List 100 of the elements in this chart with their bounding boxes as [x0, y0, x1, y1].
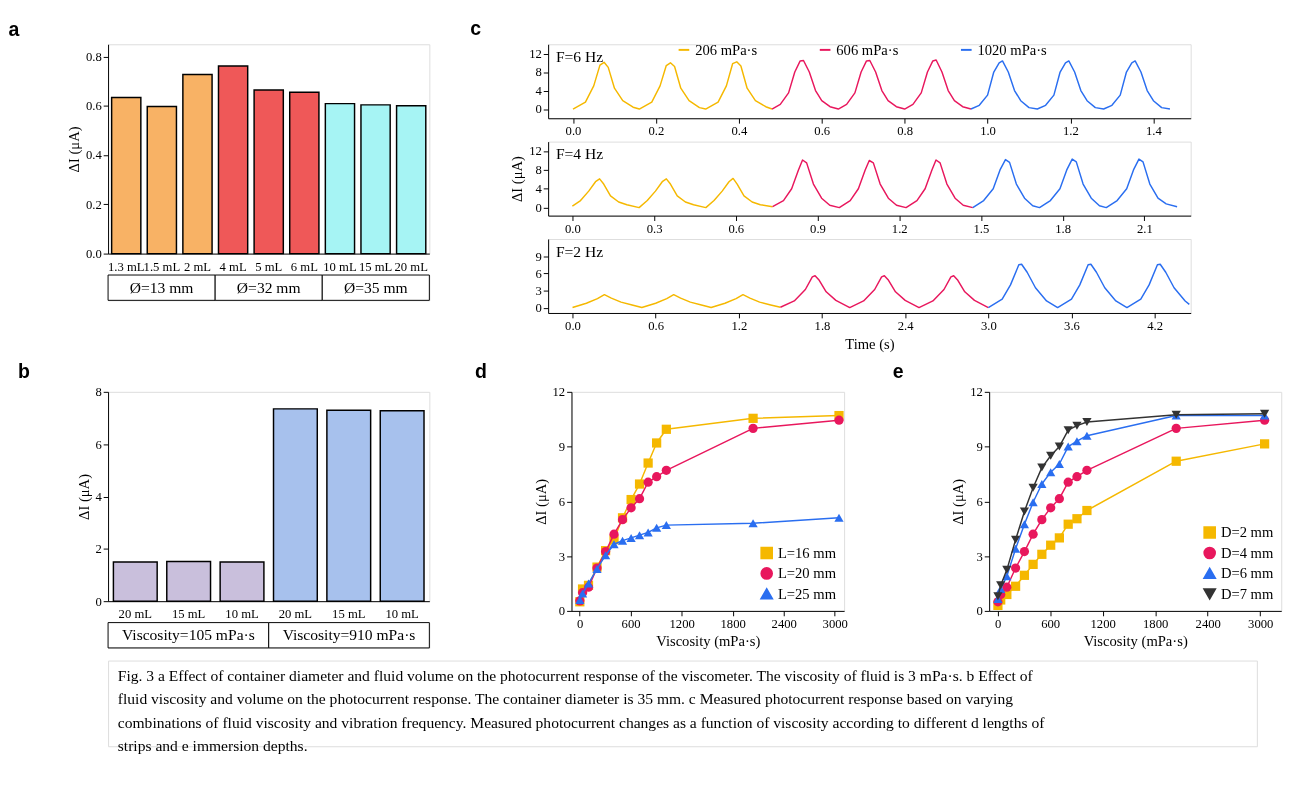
y-tick-label: 4 [535, 182, 543, 197]
y-tick-label: 8 [95, 385, 102, 400]
point [1082, 465, 1092, 475]
point [1002, 582, 1012, 592]
y-tick-label: 8 [535, 163, 542, 178]
y-tick-label: 0.4 [85, 148, 103, 163]
text: Viscosity=910 mPa·s [282, 626, 416, 644]
x-tick-label: 20 mL [394, 259, 428, 274]
x-tick-label: 0.6 [814, 124, 831, 139]
x-tick-label: 1.5 mL [143, 259, 181, 274]
y-axis-title: ΔI (μA) [75, 473, 93, 520]
line-series [779, 274, 990, 309]
point [1037, 480, 1047, 489]
x-tick-label: 2 mL [183, 259, 211, 274]
point [1171, 423, 1181, 433]
point [1028, 498, 1038, 507]
point [643, 477, 653, 487]
point [652, 472, 662, 482]
y-tick-label: 6 [558, 494, 566, 509]
y-tick-label: 2 [95, 542, 102, 557]
y-tick-label: 8 [535, 65, 542, 80]
point [1019, 546, 1030, 557]
x-tick-label: 2400 [1195, 616, 1221, 631]
y-tick-label: 9 [558, 440, 566, 454]
line-series [972, 158, 1178, 209]
x-tick-label: 3000 [1248, 616, 1274, 631]
point [1028, 559, 1038, 569]
point [609, 529, 619, 539]
y-axis-title: ΔI (μA) [950, 478, 968, 525]
point [1046, 468, 1056, 477]
x-tick-label: 1.5 [973, 221, 990, 236]
legend-label: D=7 mm [1220, 585, 1274, 602]
text: Ø=13 mm [129, 278, 194, 296]
y-axis-title: ΔI (μA) [509, 156, 527, 203]
y-tick-label: 6 [535, 266, 542, 281]
y-tick-label: 9 [976, 440, 983, 454]
point [634, 494, 645, 504]
point [834, 415, 844, 425]
y-tick-label: 6 [95, 437, 102, 452]
point [600, 551, 611, 560]
chart-title: e [892, 360, 904, 383]
point [1072, 437, 1082, 446]
x-tick-label: 0 [994, 616, 1002, 631]
y-tick-label: 0.6 [85, 99, 102, 114]
x-tick-label: 15 mL [332, 607, 366, 622]
y-tick-label: 0.0 [85, 246, 102, 261]
point [661, 465, 671, 475]
x-tick-label: 20 mL [278, 607, 313, 622]
y-tick-label: 0 [535, 201, 542, 216]
point [748, 413, 758, 423]
point [1054, 494, 1064, 504]
point [1046, 503, 1056, 513]
point [1082, 417, 1092, 426]
y-tick-label: 0.2 [85, 197, 102, 212]
y-tick-label: 3 [558, 549, 566, 564]
point [1019, 570, 1030, 580]
text: Ø=35 mm [343, 278, 408, 296]
x-tick-label: 3000 [822, 616, 848, 631]
point [1171, 456, 1181, 466]
point [1019, 507, 1030, 516]
y-tick-label: 6 [976, 494, 983, 509]
y-tick-label: 0.8 [85, 49, 102, 64]
x-tick-label: 1.4 [1145, 124, 1163, 139]
x-tick-label: 1.0 [980, 124, 996, 139]
line-series [571, 177, 774, 209]
line-series [571, 293, 782, 309]
caption: Fig. 3 a Effect of container diameter and fluid volume on the photocurrent response of the viscometer. The viscosity of fluid is 3 mPa·s. b Effect of fluid viscosity and volume on the photocurrent response. The container diameter is 35 mm. c Measured photocurrent response based on varying combinations of fluid viscosity and vibration frequency. Measured photocurrent changes as a function of viscosity according to different d lengths of strips and e immersion depths. [117, 667, 1046, 755]
line-series [987, 263, 1191, 309]
point [1010, 544, 1021, 553]
point [996, 581, 1006, 590]
point [643, 458, 653, 468]
point [1037, 515, 1047, 525]
legend-label: L=25 mm [777, 585, 837, 602]
x-tick-label: 1.3 mL [107, 259, 145, 274]
point [1046, 451, 1056, 460]
point [1037, 549, 1047, 559]
annotation: F=4 Hz [555, 145, 604, 163]
point [634, 479, 645, 489]
point [1002, 565, 1012, 574]
x-tick-label: 600 [1041, 616, 1061, 631]
legend-label: 206 mPa·s [695, 41, 758, 58]
x-tick-label: 1.2 [731, 319, 748, 334]
point [834, 513, 844, 522]
x-axis-title: Time (s) [845, 335, 895, 353]
x-tick-label: 20 mL [118, 607, 152, 622]
x-tick-label: 1800 [720, 616, 746, 631]
x-tick-label: 3.0 [980, 319, 997, 334]
point [626, 503, 636, 513]
point [748, 519, 758, 528]
x-tick-label: 10 mL [323, 259, 357, 274]
y-tick-label: 12 [970, 385, 983, 400]
x-tick-label: 10 mL [225, 607, 259, 622]
x-tick-label: 1200 [1090, 616, 1116, 631]
point [652, 438, 662, 448]
x-tick-label: 4.2 [1147, 319, 1164, 334]
point [1028, 529, 1038, 539]
legend-label: 1020 mPa·s [977, 41, 1048, 58]
x-tick-label: 1.8 [1055, 221, 1072, 236]
point [661, 424, 671, 434]
line-series [572, 61, 773, 110]
